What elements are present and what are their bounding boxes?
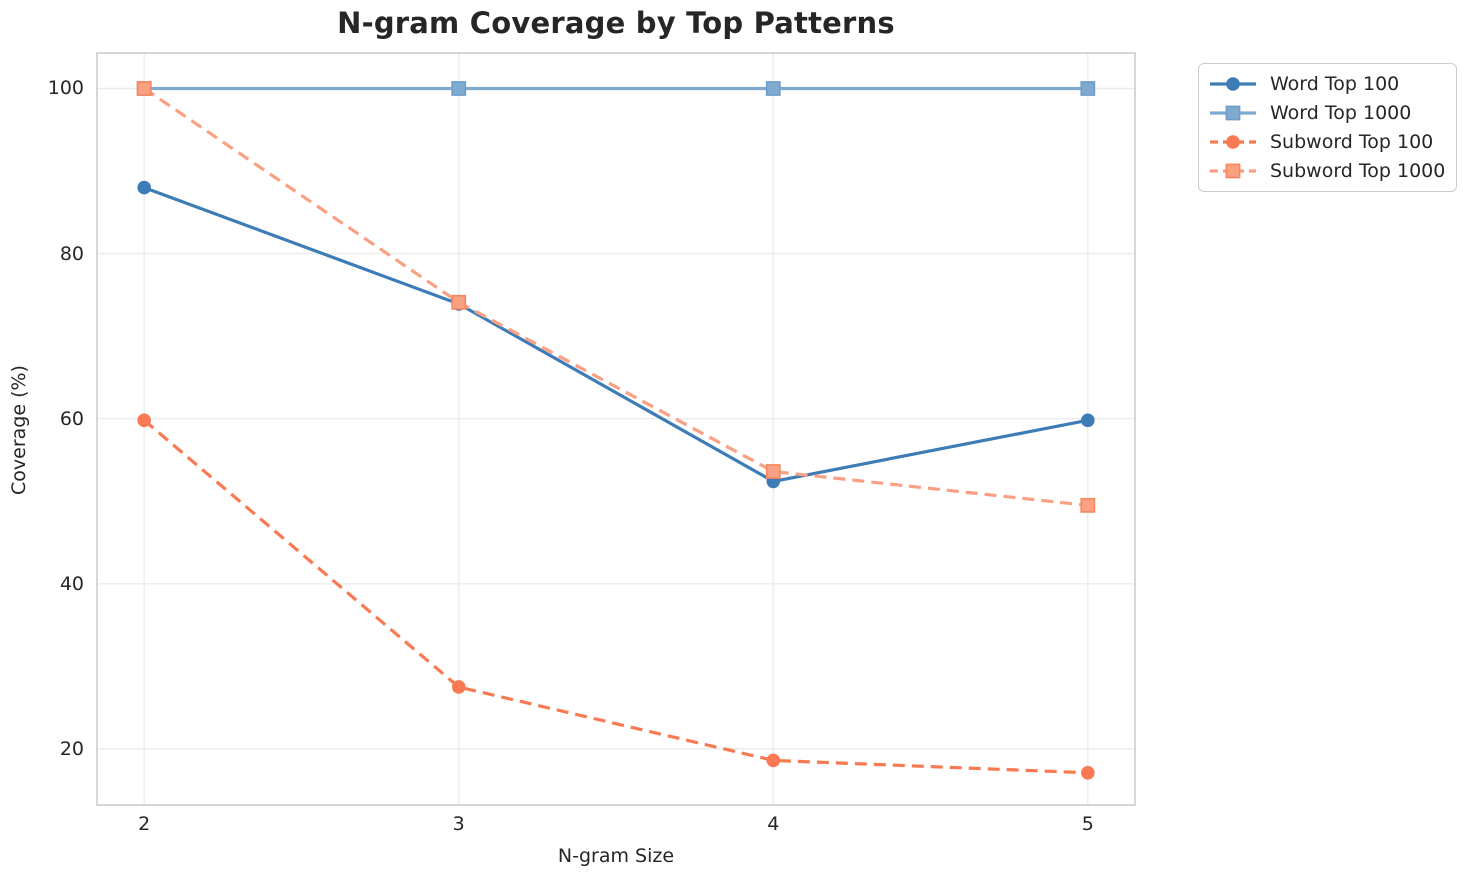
y-tick-label: 80 [59,242,84,265]
series-line [143,419,1088,775]
legend-sample-glyph [1210,76,1256,91]
data-point-square [765,464,781,479]
legend-item-subword-top-100: Subword Top 100 [1209,128,1446,156]
y-tick-label: 60 [59,407,84,430]
data-point-square [1080,81,1096,96]
legend-item-word-top-100: Word Top 100 [1209,70,1446,98]
legend-label: Subword Top 100 [1270,131,1434,154]
y-tick-label: 20 [59,737,84,760]
data-point-square [136,81,152,96]
legend-line-circle-sample [1209,75,1257,93]
legend-line-square-sample [1209,104,1257,122]
data-point-circle [137,180,151,195]
legend-label: Subword Top 1000 [1270,160,1446,183]
series-line [143,186,1089,484]
legend-sample-glyph [1210,163,1256,179]
legend-dashed-square-sample [1209,162,1257,180]
data-point-circle [1081,413,1095,428]
series-line [143,87,1088,507]
legend-sample-glyph [1210,105,1256,121]
legend-dashed-circle-sample [1209,133,1257,151]
data-point-square [765,81,781,96]
legend-label: Word Top 100 [1270,72,1400,95]
data-point-circle [137,413,151,428]
data-point-circle [766,753,781,768]
legend-item-word-top-1000: Word Top 1000 [1209,99,1446,127]
data-point-circle [451,680,466,694]
data-point-square [1080,497,1096,513]
plot-border [96,52,1136,806]
legend-item-subword-top-1000: Subword Top 1000 [1209,157,1446,185]
x-axis-label: N-gram Size [557,845,675,867]
data-point-square [451,81,467,96]
x-tick-label: 3 [452,813,465,835]
data-point-circle [1081,766,1095,780]
y-tick-label: 100 [47,77,84,100]
x-tick-label: 2 [138,813,151,835]
data-point-square [451,294,467,310]
legend-sample-glyph [1210,135,1256,149]
chart-title: N-gram Coverage by Top Patterns [337,6,895,40]
x-tick-label: 5 [1081,813,1094,835]
y-tick-label: 40 [59,572,84,595]
legend: Word Top 100 Word Top 1000 Subword Top 1… [1198,63,1457,192]
x-tick-label: 4 [767,813,780,835]
legend-label: Word Top 1000 [1270,101,1412,124]
